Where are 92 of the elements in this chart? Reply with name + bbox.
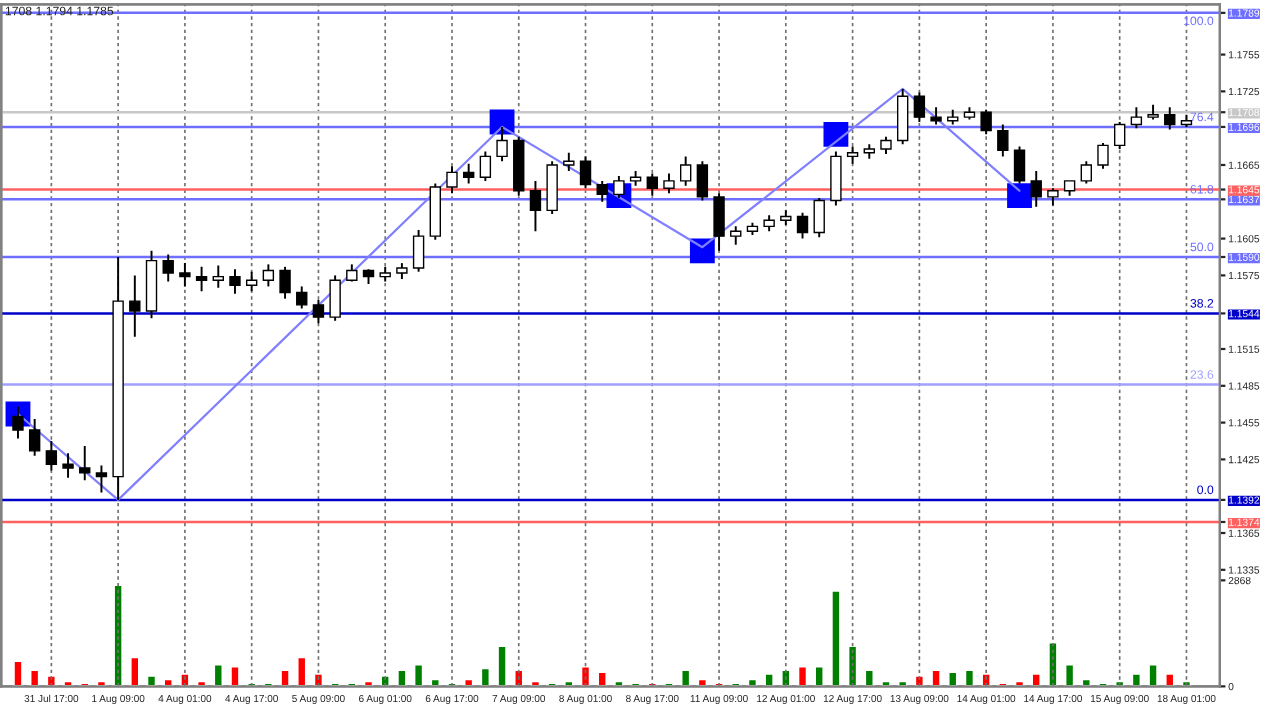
bar bbox=[212, 662, 225, 687]
candlestick bbox=[613, 175, 625, 200]
bar bbox=[796, 664, 809, 687]
candlestick bbox=[329, 274, 341, 322]
bar bbox=[930, 668, 943, 687]
candlestick bbox=[446, 165, 458, 195]
candlestick bbox=[1113, 121, 1126, 150]
candlestick bbox=[529, 179, 542, 233]
bar bbox=[229, 664, 241, 687]
candlestick bbox=[713, 192, 725, 252]
candlestick bbox=[312, 298, 325, 325]
candlestick bbox=[95, 464, 108, 494]
bar bbox=[846, 644, 859, 687]
bar bbox=[1013, 679, 1026, 687]
candlestick bbox=[796, 211, 809, 240]
bar bbox=[11, 659, 24, 687]
bar bbox=[1130, 672, 1143, 687]
candlestick bbox=[479, 150, 492, 182]
candlestick bbox=[179, 262, 191, 288]
candlestick bbox=[663, 172, 675, 195]
bar bbox=[813, 664, 826, 687]
point bbox=[823, 121, 849, 147]
bar bbox=[1180, 679, 1193, 687]
bar bbox=[679, 668, 692, 687]
bar bbox=[1163, 672, 1176, 687]
candlestick bbox=[830, 150, 842, 207]
candlestick bbox=[28, 417, 41, 457]
candlestick bbox=[997, 123, 1009, 158]
bar bbox=[1063, 662, 1076, 687]
candlestick bbox=[245, 270, 258, 293]
candlestick bbox=[195, 265, 208, 293]
candlestick bbox=[679, 155, 692, 187]
bar bbox=[195, 679, 208, 687]
candlestick bbox=[646, 172, 658, 197]
bar bbox=[62, 679, 75, 687]
candlestick bbox=[730, 225, 742, 246]
point bbox=[1007, 183, 1032, 209]
bar bbox=[95, 679, 108, 687]
candlestick bbox=[913, 91, 926, 124]
bar bbox=[579, 664, 592, 687]
candlestick bbox=[279, 265, 291, 300]
candlestick bbox=[1030, 170, 1042, 208]
candlestick bbox=[563, 151, 575, 173]
candlestick bbox=[212, 264, 224, 289]
candlestick bbox=[62, 452, 74, 479]
bar bbox=[1030, 672, 1043, 687]
candlestick bbox=[813, 197, 825, 239]
candlestick bbox=[980, 108, 992, 136]
bar bbox=[529, 679, 542, 687]
candlestick bbox=[45, 440, 58, 472]
candlestick bbox=[462, 162, 475, 185]
candlestick bbox=[296, 285, 308, 310]
bar bbox=[946, 670, 959, 687]
candlestick bbox=[79, 444, 91, 482]
candlestick bbox=[696, 160, 709, 202]
bar bbox=[829, 588, 842, 687]
candlestick bbox=[596, 179, 608, 203]
candlestick bbox=[579, 155, 592, 190]
candlestick bbox=[496, 125, 508, 163]
candlestick bbox=[1080, 160, 1093, 185]
candlestick bbox=[129, 274, 141, 338]
bar bbox=[963, 668, 976, 687]
bar bbox=[562, 679, 575, 687]
candlestick bbox=[162, 253, 174, 283]
bar bbox=[1046, 640, 1059, 687]
bar bbox=[880, 679, 892, 687]
bar bbox=[896, 679, 909, 687]
candlestick bbox=[1013, 145, 1026, 185]
bar bbox=[28, 668, 41, 687]
bar bbox=[612, 679, 625, 687]
candlestick bbox=[12, 405, 24, 440]
bar bbox=[295, 655, 308, 687]
bar bbox=[596, 670, 609, 687]
bar bbox=[479, 666, 492, 687]
candlestick bbox=[1164, 106, 1176, 131]
bar bbox=[863, 668, 876, 687]
candlestick bbox=[229, 268, 241, 295]
bar bbox=[763, 672, 776, 687]
candlestick bbox=[412, 229, 425, 273]
bar bbox=[395, 668, 408, 687]
bar bbox=[312, 672, 325, 687]
candlestick bbox=[262, 263, 275, 288]
candlestick bbox=[896, 87, 909, 146]
bar bbox=[496, 644, 509, 687]
bar bbox=[1147, 662, 1160, 687]
candlestick bbox=[1097, 141, 1109, 170]
bar bbox=[279, 668, 292, 687]
bar bbox=[128, 655, 141, 687]
candlestick bbox=[546, 160, 558, 216]
bar bbox=[112, 583, 125, 687]
bar bbox=[412, 662, 425, 687]
candlestick bbox=[1130, 106, 1143, 130]
